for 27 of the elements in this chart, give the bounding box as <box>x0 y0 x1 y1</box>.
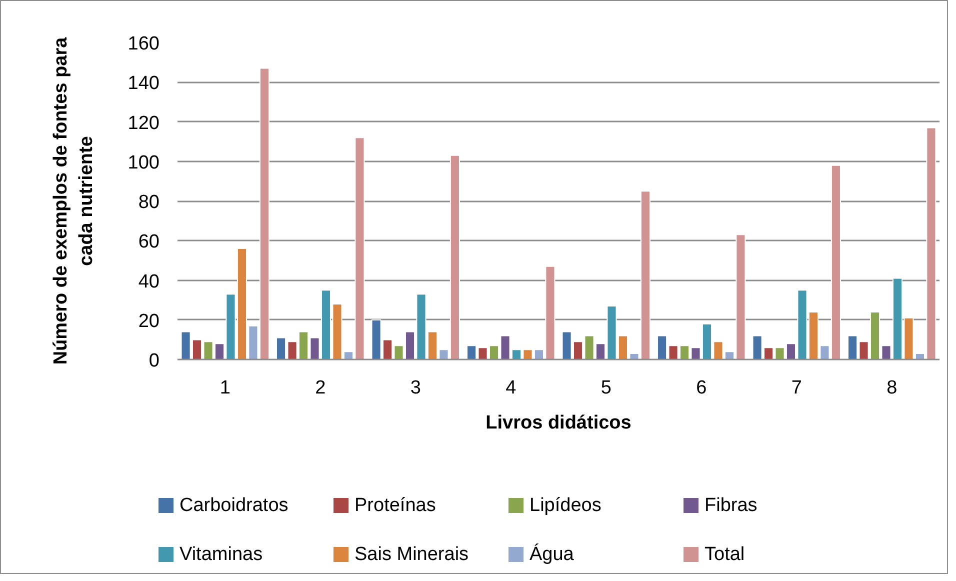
y-tick-label: 60 <box>138 232 160 253</box>
x-tick-label: 6 <box>696 378 707 398</box>
legend-label: Total <box>704 544 745 565</box>
y-tick-label: 100 <box>128 152 160 174</box>
x-tick-label: 7 <box>791 378 802 398</box>
x-tick-label: 3 <box>410 378 421 398</box>
y-tick-label: 20 <box>138 310 160 332</box>
legend-label: Fibras <box>704 495 758 516</box>
x-tick-label: 1 <box>220 378 230 398</box>
x-tick-label: 4 <box>506 378 517 398</box>
legend-label: Lipídeos <box>530 495 602 516</box>
x-tick-label: 8 <box>886 378 898 398</box>
legend-label: Carboidratos <box>180 495 288 516</box>
x-axis-title: Livros didáticos <box>486 412 632 434</box>
legend-label: Sais Minerais <box>354 544 469 565</box>
y-axis-title: Número de exemplos de fontes para cada nutriente <box>50 36 97 365</box>
y-tick-label: 80 <box>138 192 160 213</box>
y-tick-label: 40 <box>138 271 160 292</box>
legend-label: Água <box>530 543 574 565</box>
y-tick-label: 160 <box>128 34 160 54</box>
x-tick-label: 5 <box>600 378 612 398</box>
legend-label: Vitaminas <box>180 544 263 565</box>
y-tick-label: 0 <box>148 350 160 372</box>
y-tick-label: 140 <box>128 73 160 94</box>
legend-label: Proteínas <box>354 495 436 516</box>
y-tick-label: 120 <box>128 112 160 134</box>
x-tick-label: 2 <box>315 378 326 398</box>
